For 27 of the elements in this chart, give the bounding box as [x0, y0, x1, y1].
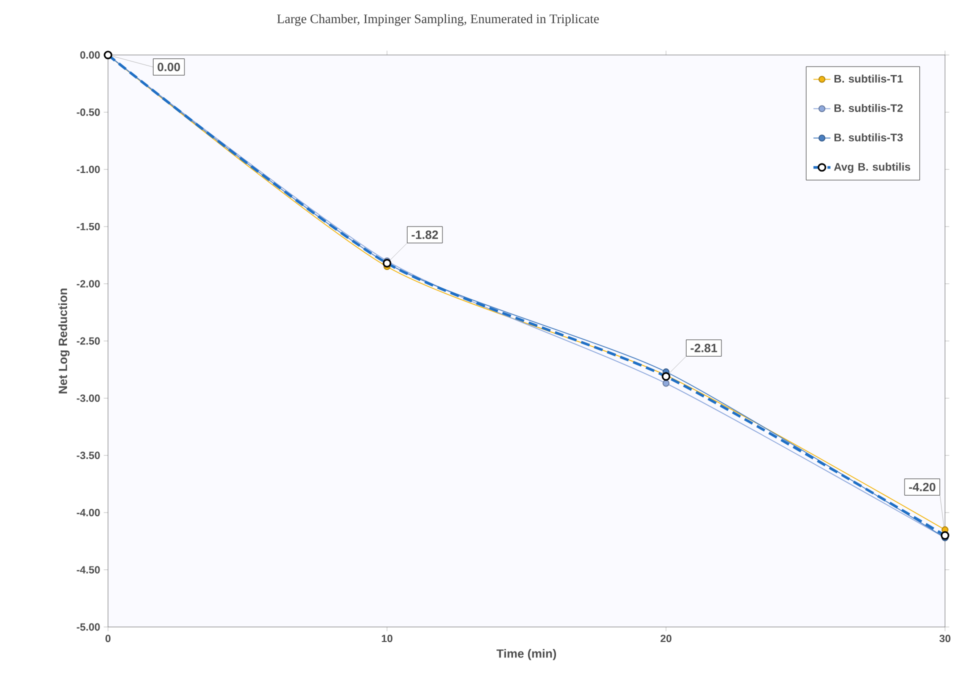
data-label: -2.81: [690, 344, 718, 352]
y-tick-label: -0.50: [76, 108, 100, 116]
point: [662, 380, 670, 387]
x-tick-label: 10: [382, 634, 392, 642]
y-tick-label: -2.50: [76, 337, 100, 345]
y-tick-label: -3.00: [76, 394, 100, 402]
data-label: -1.82: [412, 230, 438, 239]
chart-title: Large Chamber, Impinger Sampling, Enumerated in Triplicate: [277, 14, 599, 26]
y-tick-label: -2.00: [76, 280, 100, 288]
x-tick-label: 20: [660, 634, 672, 642]
x-tick-label: 30: [939, 634, 950, 642]
y-tick-label: -4.00: [76, 508, 100, 516]
y-tick-label: -3.50: [76, 452, 100, 460]
y-tick-label: -5.00: [76, 623, 100, 631]
legend-label: B. subtilis-T3: [834, 133, 903, 142]
y-tick-label: -4.50: [76, 566, 100, 574]
data-label: 0.00: [158, 62, 180, 72]
legend-label: B. subtilis-T1: [834, 74, 903, 83]
x-tick-label: 0: [106, 634, 110, 642]
legend-label: Avg B. subtilis: [834, 162, 910, 173]
y-tick-label: -1.50: [76, 222, 100, 230]
y-axis-title: Net Log Reduction: [58, 288, 70, 394]
data-label: -4.20: [909, 482, 936, 492]
x-axis-title: Time (min): [496, 649, 556, 660]
y-tick-label: -1.00: [76, 166, 100, 174]
y-tick-label: 0.00: [80, 51, 100, 59]
legend-label: B. subtilis-T2: [834, 104, 903, 112]
